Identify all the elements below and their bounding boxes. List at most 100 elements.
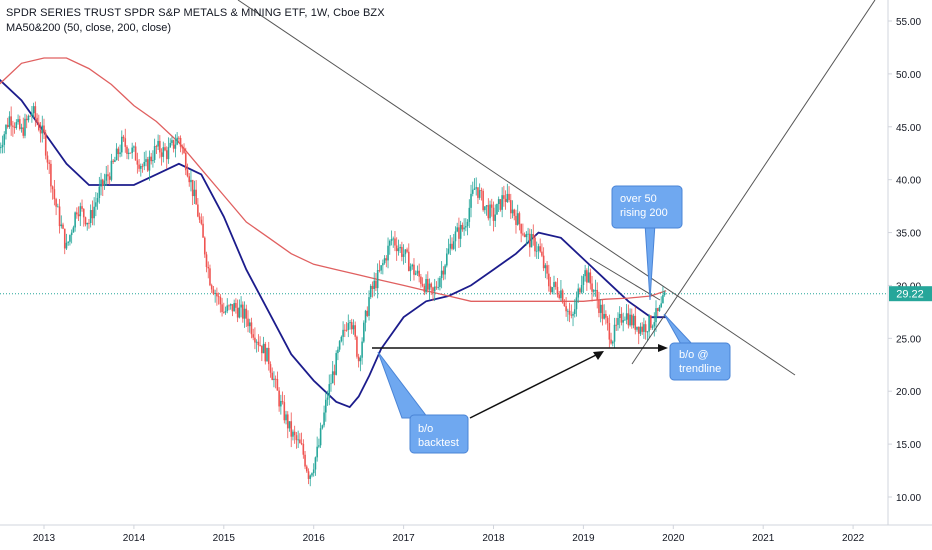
candle-body xyxy=(418,270,420,277)
candle-body xyxy=(51,186,54,190)
candle-body xyxy=(494,214,497,221)
candle-body xyxy=(344,329,346,331)
candle-body xyxy=(530,234,533,248)
callout-over50[interactable]: over 50 rising 200 xyxy=(611,185,683,301)
candle-body xyxy=(361,341,363,358)
candle-body xyxy=(553,282,555,288)
candle-body xyxy=(181,146,184,149)
ascending-channel-line[interactable] xyxy=(631,0,876,365)
y-tick-label: 35.00 xyxy=(896,229,921,240)
candle-body xyxy=(385,258,388,261)
candle-body xyxy=(188,176,191,183)
candle-body xyxy=(286,414,289,429)
candle-body xyxy=(278,390,280,407)
candle-body xyxy=(402,254,405,257)
candle-body xyxy=(57,206,59,208)
candle-body xyxy=(79,206,82,217)
candle-body xyxy=(140,166,142,169)
candle-body xyxy=(447,248,450,254)
candle-body xyxy=(300,443,303,444)
symbol-title[interactable]: SPDR SERIES TRUST SPDR S&P METALS & MINI… xyxy=(6,7,385,19)
candle-body xyxy=(615,324,618,326)
candle-body xyxy=(261,345,263,354)
candle-body xyxy=(112,160,114,162)
candle-body xyxy=(359,357,362,362)
candle-body xyxy=(72,227,75,233)
candle-body xyxy=(328,384,331,398)
y-tick-label: 50.00 xyxy=(896,70,921,81)
candle-body xyxy=(427,278,429,290)
candle-body xyxy=(357,356,360,362)
candle-body xyxy=(290,421,293,437)
candle-body xyxy=(375,280,377,289)
candle-body xyxy=(548,273,550,287)
candle-body xyxy=(146,159,149,171)
candle-body xyxy=(255,341,258,343)
candle-body xyxy=(333,371,336,375)
candle-body xyxy=(468,207,471,222)
candle-body xyxy=(117,148,120,155)
candle-body xyxy=(3,134,6,145)
candle-body xyxy=(497,199,500,204)
candle-body xyxy=(17,119,19,123)
candle-body xyxy=(214,293,216,295)
candle-body xyxy=(363,322,365,342)
y-tick-label: 20.00 xyxy=(896,387,921,398)
candle-body xyxy=(141,166,144,167)
candle-body xyxy=(542,255,545,269)
candle-body xyxy=(620,313,623,323)
candle-body xyxy=(390,238,393,241)
upper-wedge-line[interactable] xyxy=(589,257,661,301)
candle-body xyxy=(133,146,135,148)
support-arrowhead xyxy=(658,344,668,352)
candle-body xyxy=(428,283,431,290)
candle-body xyxy=(63,228,66,249)
y-tick-label: 25.00 xyxy=(896,334,921,345)
candle-body xyxy=(663,292,666,295)
candle-body xyxy=(0,147,2,149)
candle-body xyxy=(165,150,168,160)
candle-body xyxy=(546,265,548,274)
candle-body xyxy=(342,329,344,337)
backtest-arrow[interactable] xyxy=(469,353,599,419)
candle-body xyxy=(216,293,218,297)
candle-body xyxy=(36,117,38,123)
candle-body xyxy=(95,202,97,207)
candle-body xyxy=(243,308,246,319)
candle-body xyxy=(397,248,400,252)
candle-body xyxy=(55,199,57,207)
candle-body xyxy=(376,270,379,289)
indicator-legend[interactable]: MA50&200 (50, close, 200, close) xyxy=(6,22,172,34)
candle-body xyxy=(551,287,554,293)
candle-body xyxy=(399,246,401,249)
candle-body xyxy=(248,322,251,327)
candle-body xyxy=(608,323,611,340)
candle-body xyxy=(534,237,536,252)
candle-body xyxy=(631,314,633,326)
candle-body xyxy=(352,325,355,330)
candle-body xyxy=(302,443,305,455)
candle-body xyxy=(25,118,28,121)
candle-body xyxy=(190,179,192,183)
candle-body xyxy=(437,286,439,288)
candle-body xyxy=(349,322,351,324)
candle-body xyxy=(86,222,89,225)
candle-body xyxy=(267,347,270,365)
y-tick-label: 40.00 xyxy=(896,176,921,187)
descending-trendline[interactable] xyxy=(237,0,796,376)
candle-body xyxy=(240,304,242,308)
candle-body xyxy=(518,213,521,225)
candle-body xyxy=(420,276,422,284)
callout-bo-trendline[interactable]: b/o @ trendline xyxy=(663,313,731,381)
callout-bo-backtest[interactable]: b/o backtest xyxy=(377,351,469,454)
candle-body xyxy=(387,245,389,261)
candle-body xyxy=(157,140,159,147)
candle-body xyxy=(129,152,132,154)
candle-body xyxy=(532,234,535,238)
y-tick-label: 45.00 xyxy=(896,123,921,134)
candle-body xyxy=(70,232,73,236)
candle-body xyxy=(340,336,343,342)
candle-body xyxy=(482,190,484,211)
candle-body xyxy=(236,307,239,318)
